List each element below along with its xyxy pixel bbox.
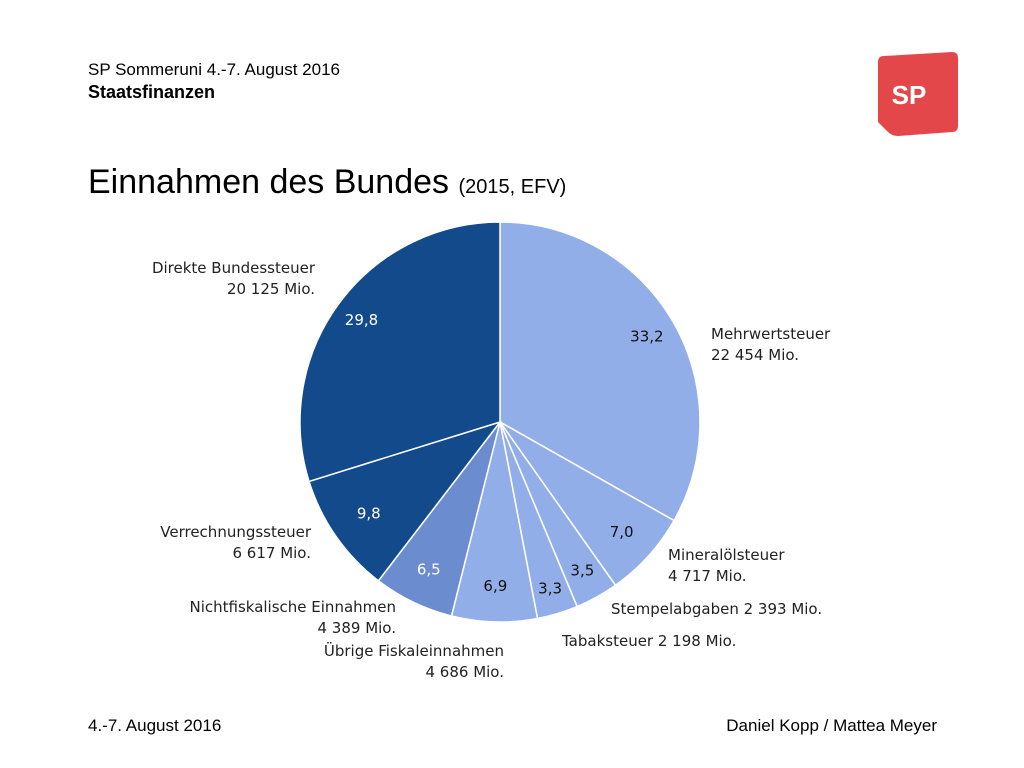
amount-label: 4 389 Mio. [317,619,396,637]
title-source: (2015, EFV) [458,176,567,198]
sp-logo-shape [878,52,958,136]
category-label: Tabaksteuer 2 198 Mio. [561,632,736,650]
pct-label: 29,8 [345,311,378,329]
category-label: Nichtfiskalische Einnahmen [189,598,396,616]
event-subtitle: SP Sommeruni 4.-7. August 2016 [88,60,341,79]
pct-label: 7,0 [610,523,634,541]
pct-label: 3,5 [570,562,594,580]
amount-label: 22 454 Mio. [711,346,799,364]
category-label: Direkte Bundessteuer [152,259,316,277]
pct-label: 3,3 [538,580,562,598]
pct-label: 33,2 [630,327,663,345]
footer-authors: Daniel Kopp / Mattea Meyer [726,716,937,735]
category-label: Mehrwertsteuer [711,325,831,343]
pct-label: 6,9 [483,577,507,595]
amount-label: 6 617 Mio. [232,544,311,562]
pie-slice-verrechnungssteuer [308,420,503,582]
category-label: Stempelabgaben 2 393 Mio. [611,600,822,618]
amount-label: 20 125 Mio. [227,280,315,298]
topic-heading: Staatsfinanzen [88,82,216,102]
pie-slice-mehrwertsteuer [499,221,701,522]
slide-title: Einnahmen des Bundes (2015, EFV) [88,163,566,202]
title-main: Einnahmen des Bundes [88,163,450,201]
sp-logo-text: SP [892,80,927,110]
category-label: Übrige Fiskaleinnahmen [324,641,504,660]
pct-label: 6,5 [417,561,441,579]
footer-date: 4.-7. August 2016 [88,716,222,735]
sp-logo: SP [878,52,958,136]
amount-label: 4 686 Mio. [425,663,504,681]
pie-slice-direkte [299,221,501,483]
pct-label: 9,8 [357,505,381,523]
category-label: Mineralölsteuer [668,546,785,564]
category-label: Verrechnungssteuer [160,523,312,541]
amount-label: 4 717 Mio. [668,567,747,585]
